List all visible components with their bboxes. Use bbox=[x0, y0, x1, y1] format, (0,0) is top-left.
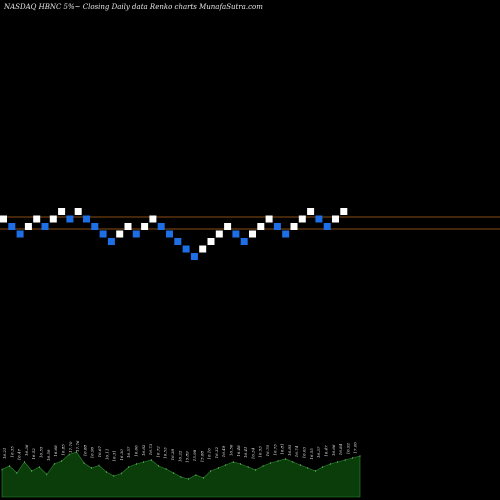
volume-label: 16.96 bbox=[90, 446, 95, 458]
brick-down bbox=[174, 238, 182, 245]
volume-label: 15.98 bbox=[192, 449, 197, 461]
volume-label: 16.36 bbox=[24, 444, 29, 456]
volume-label: 16.41 bbox=[243, 447, 248, 458]
volume-label: 16.35 bbox=[9, 446, 14, 458]
brick-down bbox=[8, 223, 16, 230]
brick-up bbox=[149, 215, 157, 223]
volume-labels: 16.21 16.35 16.47 16.36 16.52 16.55 16.59 16.68… bbox=[2, 440, 358, 463]
volume-label: 16.81 bbox=[280, 443, 285, 454]
volume-label: 16.63 bbox=[302, 446, 307, 458]
brick-up bbox=[224, 223, 232, 230]
volume-label: 16.22 bbox=[177, 450, 182, 462]
volume-label: 16.56 bbox=[229, 444, 234, 456]
brick-up bbox=[307, 208, 315, 215]
volume-label: 16.31 bbox=[112, 450, 117, 461]
brick-up bbox=[49, 215, 57, 223]
brick-up bbox=[116, 230, 124, 238]
volume-label: 16.53 bbox=[163, 447, 168, 459]
brick-up bbox=[265, 215, 273, 223]
brick-down bbox=[240, 238, 248, 245]
volume-label: 17.76 bbox=[75, 440, 80, 452]
volume-label: 16.11 bbox=[104, 449, 109, 460]
brick-down bbox=[232, 230, 240, 238]
brick-down bbox=[99, 230, 107, 238]
volume-label: 16.70 bbox=[265, 444, 270, 456]
volume-label: 16.55 bbox=[39, 446, 44, 458]
brick-down bbox=[107, 238, 115, 245]
volume-label: 15.89 bbox=[185, 451, 190, 463]
volume-label: 16.74 bbox=[294, 445, 299, 457]
brick-up bbox=[215, 230, 223, 238]
volume-label: 16.73 bbox=[272, 444, 277, 456]
brick-down bbox=[83, 215, 90, 223]
volume-label: 16.82 bbox=[141, 444, 146, 456]
brick-up bbox=[33, 215, 41, 223]
brick-down bbox=[273, 223, 281, 230]
brick-up bbox=[332, 215, 339, 223]
volume-label: 16.88 bbox=[82, 444, 87, 456]
brick-up bbox=[298, 215, 306, 223]
volume-label: 16.73 bbox=[148, 443, 153, 455]
brick-up bbox=[207, 238, 215, 245]
volume-label: 16.66 bbox=[134, 445, 139, 457]
brick-down bbox=[282, 230, 290, 238]
brick-up bbox=[124, 223, 132, 230]
volume-label: 16.66 bbox=[331, 444, 336, 456]
volume-label: 16.47 bbox=[324, 445, 329, 457]
volume-panel bbox=[1, 451, 361, 498]
brick-down bbox=[182, 245, 190, 253]
brick-down bbox=[190, 253, 198, 260]
volume-label: 16.59 bbox=[46, 449, 51, 461]
brick-up bbox=[74, 208, 82, 215]
volume-label: 16.85 bbox=[287, 444, 292, 456]
brick-up bbox=[199, 245, 207, 253]
volume-label: 16.34 bbox=[250, 447, 255, 459]
volume-label: 16.55 bbox=[309, 448, 314, 460]
chart-title: NASDAQ HBNC 5%~ Closing Daily data Renko… bbox=[3, 3, 263, 11]
volume-label: 16.84 bbox=[338, 443, 343, 455]
volume-label: 16.92 bbox=[345, 442, 350, 454]
brick-down bbox=[91, 223, 99, 230]
brick-up bbox=[290, 223, 298, 230]
brick-down bbox=[315, 215, 323, 223]
volume-label: 16.72 bbox=[155, 446, 160, 458]
volume-label: 16.38 bbox=[170, 448, 175, 460]
volume-label: 16.85 bbox=[60, 444, 65, 456]
brick-down bbox=[41, 223, 49, 230]
renko-bricks bbox=[0, 208, 348, 260]
brick-down bbox=[166, 230, 173, 238]
brick-up bbox=[0, 215, 7, 223]
brick-up bbox=[141, 223, 149, 230]
volume-label: 16.57 bbox=[126, 446, 131, 458]
brick-down bbox=[66, 215, 74, 223]
volume-label: 16.68 bbox=[53, 445, 58, 457]
volume-label: 16.67 bbox=[97, 445, 102, 457]
volume-label: 16.48 bbox=[236, 445, 241, 457]
brick-down bbox=[323, 223, 331, 230]
volume-label: 16.52 bbox=[31, 448, 36, 460]
brick-down bbox=[157, 223, 165, 230]
volume-label: 16.49 bbox=[221, 445, 226, 457]
volume-label: 16.32 bbox=[214, 446, 219, 458]
brick-up bbox=[257, 223, 265, 230]
brick-up bbox=[249, 230, 256, 238]
brick-down bbox=[132, 230, 140, 238]
volume-label: 16.16 bbox=[207, 448, 212, 460]
brick-up bbox=[58, 208, 66, 215]
volume-label: 16.37 bbox=[316, 446, 321, 458]
volume-label: 16.21 bbox=[2, 448, 7, 459]
volume-label: 16.47 bbox=[17, 448, 22, 460]
brick-up bbox=[24, 223, 32, 230]
volume-label: 16.30 bbox=[119, 449, 124, 461]
volume-label: 16.53 bbox=[258, 446, 263, 458]
volume-label: 15.88 bbox=[199, 450, 204, 462]
brick-up bbox=[340, 208, 348, 215]
brick-down bbox=[16, 230, 24, 238]
volume-label: 17.70 bbox=[68, 441, 73, 453]
volume-label: 17.06 bbox=[353, 442, 358, 454]
